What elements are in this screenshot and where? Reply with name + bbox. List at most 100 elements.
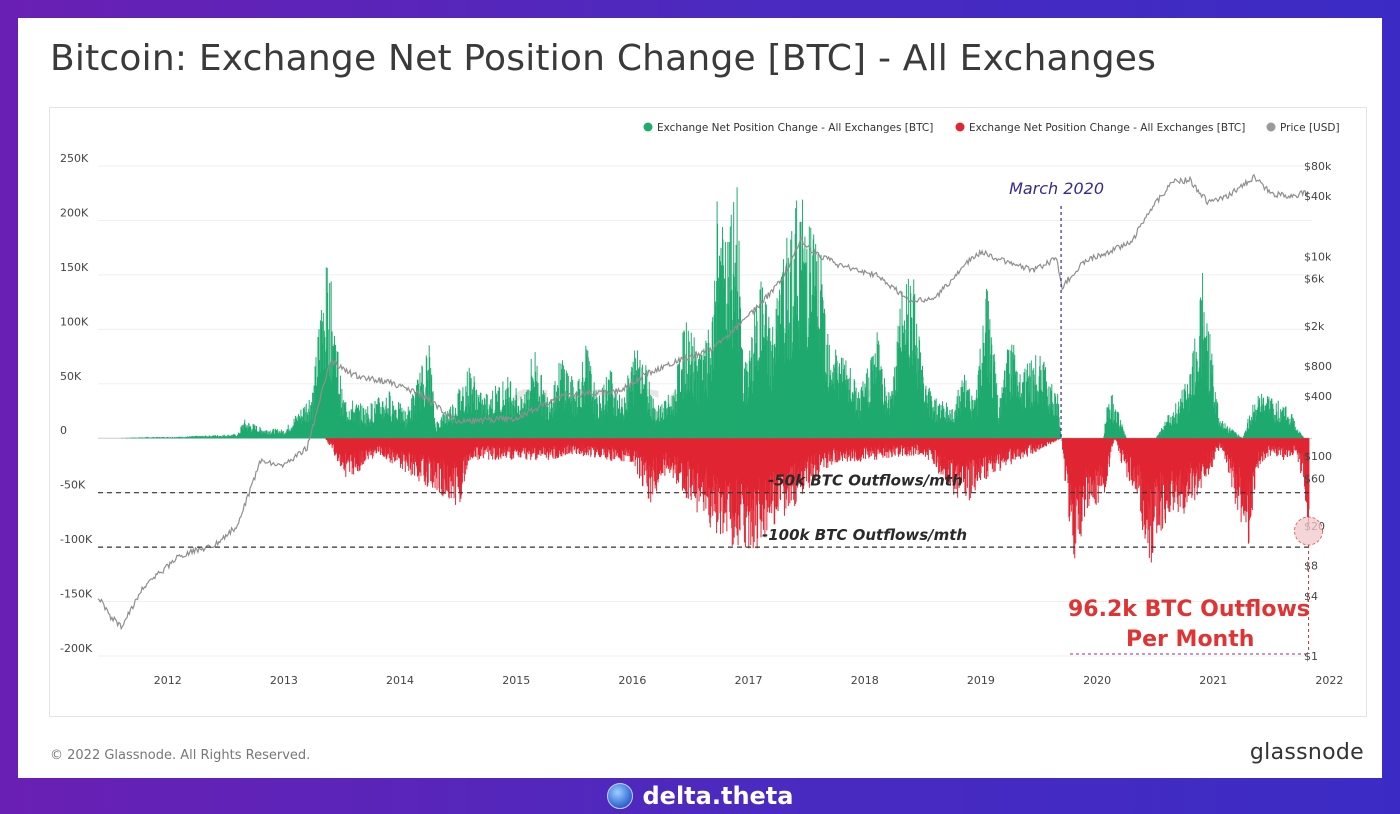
inflow-bar: [1058, 417, 1060, 439]
outflow-annotation-label: Per Month: [1126, 627, 1254, 652]
outflow-bar: [1056, 438, 1058, 441]
x-tick-label: 2018: [851, 674, 879, 687]
inflow-bar: [1111, 394, 1113, 439]
outflow-bar: [498, 438, 500, 460]
outflow-bar: [1257, 438, 1259, 469]
outflow-bar: [705, 438, 707, 509]
outflow-bar: [1113, 438, 1115, 440]
legend-label: Exchange Net Position Change - All Excha…: [657, 122, 933, 134]
inflow-bar: [652, 398, 654, 439]
inflow-bar: [1209, 334, 1211, 439]
outflow-bar: [681, 438, 683, 491]
y-right-tick-label: $400: [1304, 390, 1332, 403]
inflow-bar: [768, 316, 770, 439]
outflow-bar: [1183, 438, 1185, 514]
legend[interactable]: Exchange Net Position Change - All Excha…: [643, 122, 1340, 134]
inflow-bar: [497, 390, 499, 439]
inflow-bar: [685, 322, 687, 439]
chart-card: Bitcoin: Exchange Net Position Change [B…: [18, 18, 1382, 778]
y-right-tick-label: $4: [1304, 590, 1318, 603]
inflow-bar: [683, 331, 685, 439]
outflow-bar: [790, 438, 792, 501]
inflow-bar: [300, 409, 302, 439]
inflow-bar: [1300, 432, 1302, 439]
outflow-bar: [1084, 438, 1086, 500]
y-left-tick-label: 250K: [60, 152, 89, 165]
outflow-bar: [560, 438, 562, 457]
outflow-bar: [496, 438, 498, 458]
inflow-bar: [901, 291, 903, 439]
inflow-bar: [1217, 403, 1219, 439]
outflow-bar: [349, 438, 351, 472]
inflow-bar: [859, 398, 861, 439]
inflow-bar: [1005, 363, 1007, 439]
outflow-bar: [1074, 438, 1076, 559]
inflow-bar: [646, 370, 648, 439]
outflow-bar: [391, 438, 393, 464]
inflow-bar: [935, 398, 937, 439]
outflow-bar: [1112, 438, 1114, 444]
outflow-bar: [969, 438, 971, 499]
outflow-bar: [777, 438, 779, 511]
y-right-tick-label: $6k: [1304, 272, 1325, 285]
outflow-bar: [554, 438, 556, 459]
y-right-tick-label: $60: [1304, 472, 1325, 485]
inflow-bar: [492, 390, 494, 439]
inflow-bar: [345, 402, 347, 439]
inflow-bar: [223, 434, 225, 439]
outflow-bar: [513, 438, 515, 459]
inflow-bar: [1192, 351, 1194, 439]
outflow-bar: [1034, 438, 1036, 452]
inflow-bar: [945, 402, 947, 439]
glassnode-logo[interactable]: glassnode: [1249, 740, 1364, 765]
inflow-bar: [450, 406, 452, 439]
inflow-bar: [1011, 344, 1013, 439]
outflow-bar: [1265, 438, 1267, 459]
inflow-bar: [639, 359, 641, 439]
inflow-bar: [623, 397, 625, 439]
inflow-bar: [404, 411, 406, 439]
outflow-bar: [376, 438, 378, 454]
outflow-bar: [475, 438, 477, 458]
outflow-bar: [453, 438, 455, 499]
outflow-highlight-circle: [1294, 516, 1324, 546]
inflow-bar: [466, 371, 468, 439]
inflow-bar: [770, 341, 772, 439]
outflow-bar: [436, 438, 438, 490]
outflow-bar: [1041, 438, 1043, 449]
price-layer: [97, 173, 1309, 631]
legend-label: Price [USD]: [1280, 122, 1340, 134]
inflow-bar: [827, 333, 829, 439]
inflow-bar: [654, 409, 656, 439]
outflow-bar: [973, 438, 975, 488]
x-tick-label: 2015: [502, 674, 530, 687]
outflow-bar: [648, 438, 650, 499]
inflow-bar: [1183, 389, 1185, 439]
footer-brand[interactable]: delta.theta: [642, 782, 794, 810]
outflow-bar: [807, 438, 809, 483]
inflow-bar: [1226, 426, 1228, 439]
legend-label: Exchange Net Position Change - All Excha…: [969, 122, 1245, 134]
inflow-bar: [695, 357, 697, 439]
march-2020-label: March 2020: [1009, 179, 1104, 198]
inflow-bar: [202, 435, 204, 439]
inflow-bar: [1123, 431, 1125, 439]
inflow-bar: [991, 344, 993, 439]
outflow-bar: [983, 438, 985, 478]
outflow-bar: [676, 438, 678, 481]
inflow-bar: [740, 347, 742, 439]
inflow-bar: [468, 367, 470, 439]
outflow-bar: [910, 438, 912, 456]
outflow-bar: [949, 438, 951, 486]
outflow-bar: [1211, 438, 1213, 468]
inflow-bar: [153, 437, 155, 439]
outflow-bar: [1129, 438, 1131, 480]
inflow-bar: [884, 386, 886, 439]
price-line: [97, 173, 1309, 631]
outflow-bar: [850, 438, 852, 461]
y-left-tick-label: 150K: [60, 261, 89, 274]
inflow-bar: [329, 283, 331, 439]
inflow-bar: [615, 393, 617, 439]
inflow-bar: [698, 359, 700, 439]
chart-svg: glassnode -50k BTC Outflows/mth-100k BTC…: [60, 122, 1343, 687]
